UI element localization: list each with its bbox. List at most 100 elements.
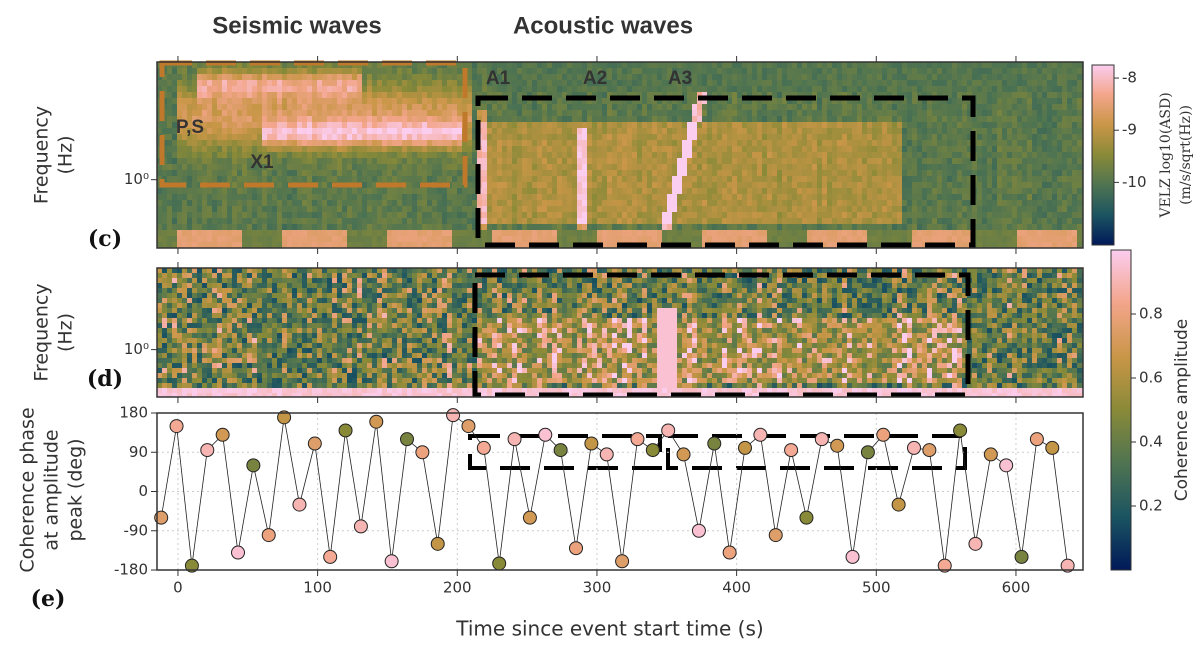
spectrogram-cell [717, 230, 723, 237]
spectrogram-cell [672, 176, 678, 183]
spectrogram-cell [202, 74, 208, 81]
spectrogram-cell [422, 92, 428, 99]
spectrogram-cell [207, 86, 213, 93]
spectrogram-cell [232, 212, 238, 219]
spectrogram-cell [672, 116, 678, 123]
spectrogram-cell [802, 104, 808, 111]
spectrogram-cell [797, 146, 803, 153]
spectrogram-cell [462, 242, 468, 248]
spectrogram-cell [377, 230, 383, 237]
spectrogram-cell [502, 164, 508, 171]
spectrogram-cell [832, 110, 838, 117]
spectrogram-cell [882, 224, 888, 231]
spectrogram-cell [812, 152, 818, 159]
spectrogram-cell [367, 110, 373, 117]
spectrogram-cell [597, 74, 603, 81]
spectrogram-cell [242, 122, 248, 129]
spectrogram-cell [862, 170, 868, 177]
spectrogram-cell [817, 110, 823, 117]
spectrogram-cell [627, 110, 633, 117]
spectrogram-cell [412, 92, 418, 99]
spectrogram-cell [642, 218, 648, 225]
spectrogram-cell [927, 98, 933, 105]
spectrogram-cell [207, 74, 213, 81]
spectrogram-cell [937, 176, 943, 183]
spectrogram-cell [562, 188, 568, 195]
spectrogram-cell [832, 170, 838, 177]
spectrogram-cell [737, 104, 743, 111]
spectrogram-cell [322, 230, 328, 237]
spectrogram-cell [217, 176, 223, 183]
spectrogram-cell [942, 146, 948, 153]
spectrogram-cell [922, 182, 928, 189]
spectrogram-cell [552, 224, 558, 231]
spectrogram-cell [717, 188, 723, 195]
spectrogram-cell [742, 146, 748, 153]
spectrogram-cell [467, 152, 473, 159]
spectrogram-cell [627, 86, 633, 93]
spectrogram-cell [752, 128, 758, 135]
spectrogram-cell [182, 158, 188, 165]
spectrogram-cell [862, 122, 868, 129]
spectrogram-cell [892, 122, 898, 129]
spectrogram-cell [392, 188, 398, 195]
spectrogram-cell [642, 200, 648, 207]
spectrogram-cell [607, 122, 613, 129]
spectrogram-cell [207, 188, 213, 195]
spectrogram-cell [892, 110, 898, 117]
spectrogram-cell [332, 122, 338, 129]
spectrogram-cell [497, 140, 503, 147]
spectrogram-cell [932, 86, 938, 93]
spectrogram-cell [862, 194, 868, 201]
spectrogram-cell [732, 152, 738, 159]
spectrogram-cell [812, 224, 818, 231]
spectrogram-cell [187, 230, 193, 237]
spectrogram-cell [727, 188, 733, 195]
spectrogram-cell [647, 122, 653, 129]
spectrogram-cell [337, 146, 343, 153]
spectrogram-cell [632, 164, 638, 171]
spectrogram-cell [242, 188, 248, 195]
spectrogram-cell [467, 134, 473, 141]
spectrogram-cell [502, 98, 508, 105]
spectrogram-cell [332, 200, 338, 207]
spectrogram-cell [447, 170, 453, 177]
spectrogram-cell [302, 194, 308, 201]
spectrogram-cell [917, 170, 923, 177]
spectrogram-cell [887, 230, 893, 237]
spectrogram-cell [622, 74, 628, 81]
spectrogram-cell [872, 236, 878, 243]
spectrogram-cell [647, 80, 653, 87]
spectrogram-cell [527, 230, 533, 237]
spectrogram-cell [552, 92, 558, 99]
spectrogram-cell [777, 206, 783, 213]
spectrogram-cell [187, 218, 193, 225]
spectrogram-cell [397, 170, 403, 177]
spectrogram-cell [292, 116, 298, 123]
spectrogram-cell [432, 236, 438, 243]
spectrogram-cell [542, 212, 548, 219]
spectrogram-cell [757, 86, 763, 93]
spectrogram-cell [662, 74, 668, 81]
spectrogram-cell [762, 200, 768, 207]
spectrogram-cell [837, 74, 843, 81]
spectrogram-cell [532, 140, 538, 147]
spectrogram-cell [612, 206, 618, 213]
spectrogram-cell [767, 212, 773, 219]
spectrogram-cell [612, 74, 618, 81]
spectrogram-cell [872, 104, 878, 111]
spectrogram-cell [762, 68, 768, 75]
spectrogram-cell [337, 134, 343, 141]
spectrogram-cell [202, 140, 208, 147]
spectrogram-cell [602, 182, 608, 189]
spectrogram-cell [782, 188, 788, 195]
spectrogram-cell [162, 128, 168, 135]
spectrogram-cell [887, 194, 893, 201]
spectrogram-cell [652, 92, 658, 99]
spectrogram-cell [497, 188, 503, 195]
spectrogram-cell [477, 80, 483, 87]
spectrogram-cell [237, 176, 243, 183]
spectrogram-cell [702, 110, 708, 117]
spectrogram-cell [617, 182, 623, 189]
spectrogram-cell [492, 98, 498, 105]
